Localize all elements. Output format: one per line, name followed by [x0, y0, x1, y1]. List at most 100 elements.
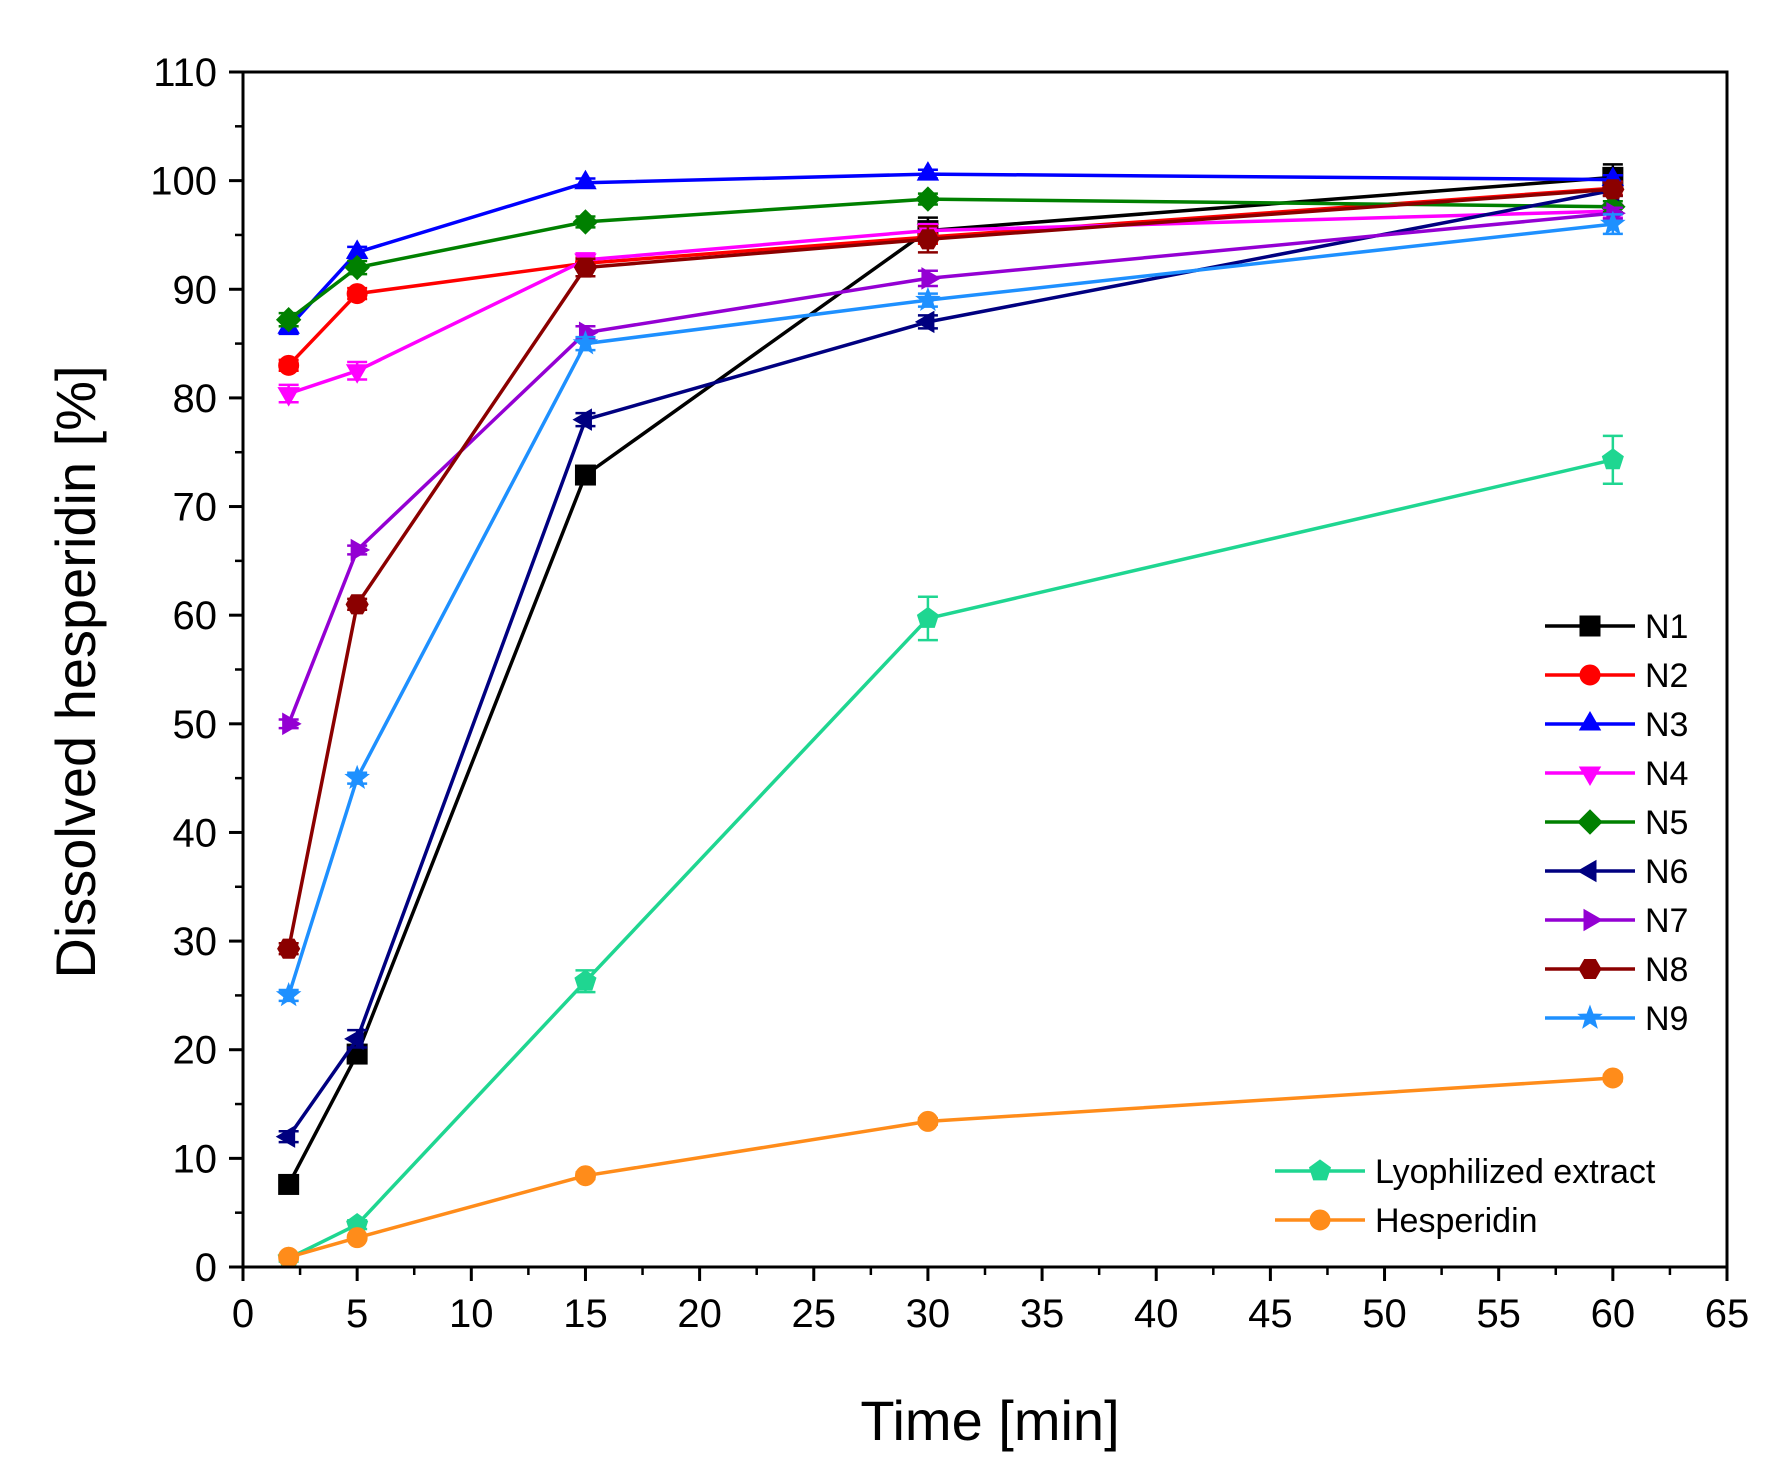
series-line	[287, 222, 1613, 996]
x-tick-label: 5	[346, 1292, 368, 1336]
series-n9	[275, 210, 1626, 1007]
x-tick-label: 35	[1020, 1292, 1065, 1336]
legend-label: N4	[1645, 755, 1688, 793]
series-line	[287, 188, 1614, 1138]
data-point	[277, 387, 300, 407]
series-n6	[275, 179, 1623, 1148]
data-point	[574, 464, 596, 486]
legend-marker	[1578, 710, 1602, 731]
y-tick-label: 40	[173, 811, 218, 855]
legend-marker	[1583, 908, 1604, 932]
x-tick-label: 0	[232, 1292, 254, 1336]
data-point	[275, 981, 302, 1007]
legend-label: N3	[1645, 706, 1688, 744]
legend-entry-hesperidin: Hesperidin	[1275, 1202, 1538, 1240]
plot-area	[275, 161, 1626, 1268]
legend-label: Hesperidin	[1375, 1202, 1538, 1240]
legend-entry-n9: N9	[1545, 1000, 1688, 1038]
data-point	[277, 938, 301, 959]
legend-marker	[1577, 809, 1603, 835]
x-axis-title: Time [min]	[860, 1389, 1119, 1452]
data-point	[345, 594, 369, 615]
data-point	[916, 229, 940, 250]
series-line	[287, 458, 1614, 1260]
data-point	[278, 1173, 300, 1195]
series-lyophilized-extract	[277, 434, 1624, 1268]
data-point	[278, 1246, 300, 1268]
y-tick-label: 50	[173, 703, 218, 747]
y-axis-title: Dissolved hesperidin [%]	[44, 365, 107, 978]
legend-label: N5	[1645, 804, 1688, 842]
legend-label: N1	[1645, 608, 1688, 646]
y-tick-label: 70	[173, 486, 218, 530]
x-tick-label: 45	[1248, 1292, 1293, 1336]
legend-label: N7	[1645, 902, 1688, 940]
y-tick-label: 30	[173, 920, 218, 964]
x-tick-label: 40	[1134, 1292, 1179, 1336]
legend-marker	[1576, 859, 1597, 883]
series-n8	[277, 179, 1625, 959]
legend-marker	[1579, 664, 1601, 686]
data-point	[917, 1110, 939, 1132]
data-point	[574, 969, 597, 991]
data-point	[344, 764, 370, 790]
legend-marker	[1308, 1159, 1332, 1181]
legend-entry-n1: N1	[1545, 608, 1688, 646]
legend-label: Lyophilized extract	[1375, 1153, 1656, 1191]
legend-marker	[1579, 615, 1601, 637]
data-point	[1600, 210, 1626, 235]
data-point	[572, 209, 599, 235]
y-tick-label: 0	[195, 1246, 217, 1290]
series-line	[287, 172, 1613, 329]
legend-label: N9	[1645, 1000, 1688, 1038]
data-point	[282, 712, 302, 736]
data-point	[916, 606, 939, 628]
legend-entry-n8: N8	[1545, 951, 1688, 989]
series-n7	[278, 201, 1626, 736]
legend-entry-n4: N4	[1545, 755, 1688, 793]
data-point	[574, 1165, 596, 1187]
data-point	[275, 1125, 296, 1148]
data-point	[345, 364, 369, 384]
data-point	[344, 254, 370, 281]
y-tick-label: 100	[150, 160, 217, 204]
data-point	[350, 538, 371, 562]
data-point	[346, 283, 368, 305]
y-tick-label: 60	[173, 594, 218, 638]
x-tick-label: 50	[1362, 1292, 1407, 1336]
series-line	[287, 211, 1613, 725]
data-point	[278, 354, 300, 376]
data-point	[916, 161, 940, 181]
data-point	[572, 330, 599, 355]
data-point	[346, 1227, 368, 1249]
data-point	[344, 1027, 364, 1051]
data-point	[572, 408, 592, 431]
legend-label: N2	[1645, 657, 1688, 695]
x-tick-label: 10	[449, 1292, 494, 1336]
data-point	[1601, 448, 1624, 470]
x-tick-label: 20	[677, 1292, 722, 1336]
data-point	[573, 257, 598, 278]
axes: 0 5 10 15 20 25 30 35 40 45 50 55 60 65 0 10 20 30 40 50 60 7…	[150, 51, 1749, 1336]
data-point	[915, 186, 941, 212]
data-point	[915, 286, 941, 312]
data-point	[914, 310, 935, 334]
series-hesperidin	[278, 1067, 1624, 1268]
x-tick-label: 15	[563, 1292, 608, 1336]
legend-entry-n5: N5	[1545, 804, 1688, 842]
series-line	[286, 187, 1613, 950]
legend-label: N8	[1645, 951, 1688, 989]
x-tick-label: 55	[1476, 1292, 1521, 1336]
legend-marker	[1578, 766, 1602, 787]
data-point	[574, 169, 597, 190]
data-point	[921, 267, 941, 290]
legend-label: N6	[1645, 853, 1688, 891]
legend-entry-n2: N2	[1545, 657, 1688, 695]
x-tick-label: 60	[1591, 1292, 1636, 1336]
axes-frame	[241, 70, 1729, 1269]
y-tick-label: 10	[173, 1137, 218, 1181]
legend: N1 N2 N3 N4 N5 N6 N7 N8 N9 Lyophilized extract Hes…	[1275, 608, 1688, 1240]
y-tick-label: 20	[173, 1029, 218, 1073]
legend-entry-n6: N6	[1545, 853, 1688, 891]
x-tick-label: 30	[906, 1292, 951, 1336]
